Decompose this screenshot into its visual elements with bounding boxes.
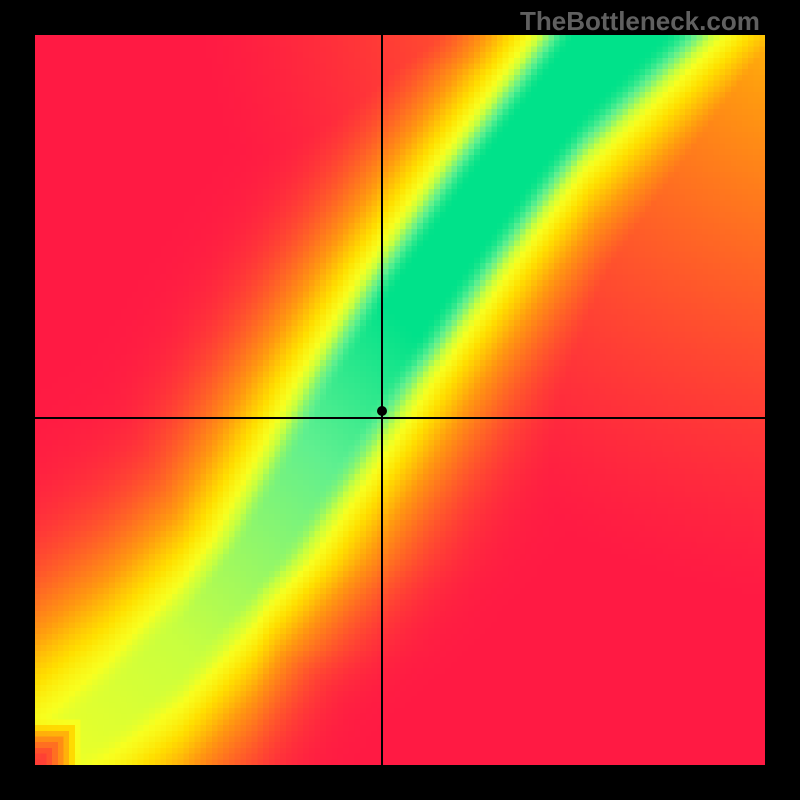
crosshair-horizontal	[35, 417, 765, 419]
crosshair-vertical	[381, 35, 383, 765]
watermark-text: TheBottleneck.com	[520, 6, 760, 37]
heatmap-canvas	[35, 35, 765, 765]
crosshair-marker	[377, 406, 387, 416]
